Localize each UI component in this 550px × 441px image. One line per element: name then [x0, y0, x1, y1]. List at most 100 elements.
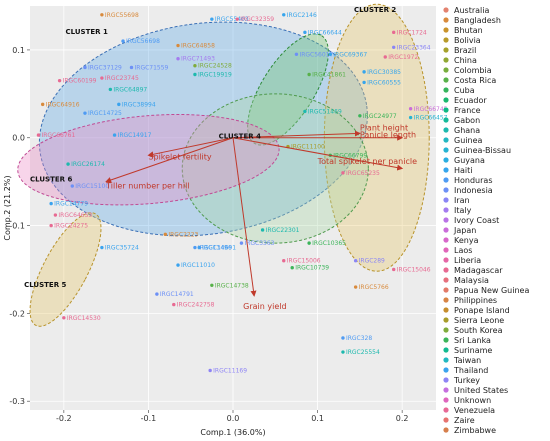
point-marker [392, 267, 396, 272]
legend-label: France [454, 106, 481, 115]
point-marker [210, 17, 214, 21]
legend-label: Ghana [454, 126, 480, 135]
x-tick-label: -0.1 [141, 414, 157, 423]
y-axis-ticks: -0.3 -0.2 -0.1 0.0 0.1 [9, 46, 30, 406]
point-marker [40, 102, 45, 107]
cluster-label: CLUSTER 2 [354, 6, 396, 14]
legend-label: Sri Lanka [454, 336, 491, 345]
point-marker [341, 350, 345, 354]
point-marker [100, 245, 104, 250]
legend-swatch [443, 297, 449, 303]
point-label: IRGC64858 [181, 43, 215, 50]
legend-swatch [443, 127, 449, 133]
point-marker [353, 258, 358, 263]
point-marker [392, 30, 396, 35]
point-label: IRGC56017 [299, 51, 333, 58]
point-label: IRGC2146 [287, 12, 317, 19]
point-label: IRGC60199 [63, 78, 97, 85]
vector-label: Plant height [360, 124, 408, 133]
point-label: IRGC41861 [312, 72, 346, 79]
legend-label: Ecuador [454, 96, 487, 105]
point-label: IRGC60555 [367, 79, 401, 86]
x-axis-ticks: -0.2 -0.1 0.0 0.1 0.2 [56, 410, 409, 423]
legend-swatch [443, 267, 449, 273]
point-marker [290, 266, 294, 270]
legend-swatch [443, 37, 449, 43]
gridlines [30, 6, 436, 410]
loading-arrow [105, 137, 234, 183]
point-marker [176, 56, 180, 61]
point-label: IRGC5766 [359, 284, 389, 291]
point-label: IRGC66745 [414, 106, 448, 113]
legend-swatch [443, 387, 449, 393]
legend-swatch [443, 417, 449, 423]
point-label: IRGC15046 [397, 266, 431, 273]
point-label: IRGC24977 [363, 113, 397, 120]
legend-label: Guyana [454, 156, 485, 165]
legend-swatch [443, 117, 449, 123]
point-marker [260, 228, 265, 232]
legend-label: Sierra Leone [454, 316, 504, 325]
legend: AustraliaBangladeshBhutanBoliviaBrazilCh… [443, 6, 529, 435]
point-label: IRGC289 [359, 258, 385, 265]
legend-swatch [443, 97, 449, 103]
point-label: IRGC71559 [135, 64, 169, 71]
point-label: IRGC25554 [346, 349, 380, 356]
legend-swatch [443, 87, 449, 93]
legend-swatch [443, 177, 449, 183]
legend-swatch [443, 357, 449, 363]
x-tick-label: 0.0 [227, 414, 240, 423]
point-label: IRGC1724 [397, 29, 427, 36]
cluster-label: CLUSTER 1 [66, 28, 108, 36]
point-label: IRGC24528 [198, 63, 232, 70]
point-marker [53, 213, 58, 217]
legend-swatch [443, 377, 449, 383]
point-label: IRGC14791 [160, 291, 194, 298]
point-marker [341, 336, 345, 340]
legend-swatch [443, 407, 449, 413]
point-marker [193, 245, 197, 250]
legend-label: Zaire [454, 416, 475, 425]
legend-swatch [443, 207, 449, 213]
y-tick-label: 0.0 [12, 134, 25, 143]
cluster-ellipse [17, 113, 280, 206]
legend-label: Venezuela [454, 406, 495, 415]
legend-label: Costa Rica [454, 76, 496, 85]
point-marker [83, 111, 87, 115]
legend-swatch [443, 167, 449, 173]
point-marker [341, 171, 345, 175]
legend-label: Turkey [453, 376, 480, 385]
point-marker [57, 78, 62, 83]
legend-swatch [443, 287, 449, 293]
legend-label: China [454, 56, 477, 65]
point-label: IRGC328 [346, 335, 372, 342]
legend-label: Thailand [453, 366, 488, 375]
point-label: IRGC14917 [118, 132, 152, 139]
point-label: IRGC55880 [213, 0, 247, 1]
point-marker [353, 285, 358, 289]
vector-label: Grain yield [243, 302, 286, 311]
y-tick-label: -0.1 [9, 222, 25, 231]
point-label: IRGC69367 [333, 51, 367, 58]
point-label: IRGC15100 [75, 183, 109, 190]
point-marker [303, 109, 307, 114]
legend-swatch [443, 327, 449, 333]
point-marker [129, 65, 134, 70]
point-marker [208, 368, 212, 373]
point-marker [62, 316, 66, 320]
legend-label: Philippines [454, 296, 497, 305]
vector-label: Total spikelet per panicle [317, 157, 418, 166]
y-tick-label: -0.2 [9, 309, 25, 318]
point-marker [176, 43, 180, 48]
legend-swatch [443, 67, 449, 73]
cluster-label: CLUSTER 5 [24, 281, 66, 289]
point-marker [408, 107, 413, 111]
legend-label: Madagascar [454, 266, 503, 275]
point-marker [193, 72, 197, 77]
cluster-ellipses [17, 3, 430, 327]
legend-swatch [443, 257, 449, 263]
point-label: IRGC66644 [308, 29, 342, 36]
legend-label: Honduras [454, 176, 493, 185]
point-marker [49, 223, 53, 228]
